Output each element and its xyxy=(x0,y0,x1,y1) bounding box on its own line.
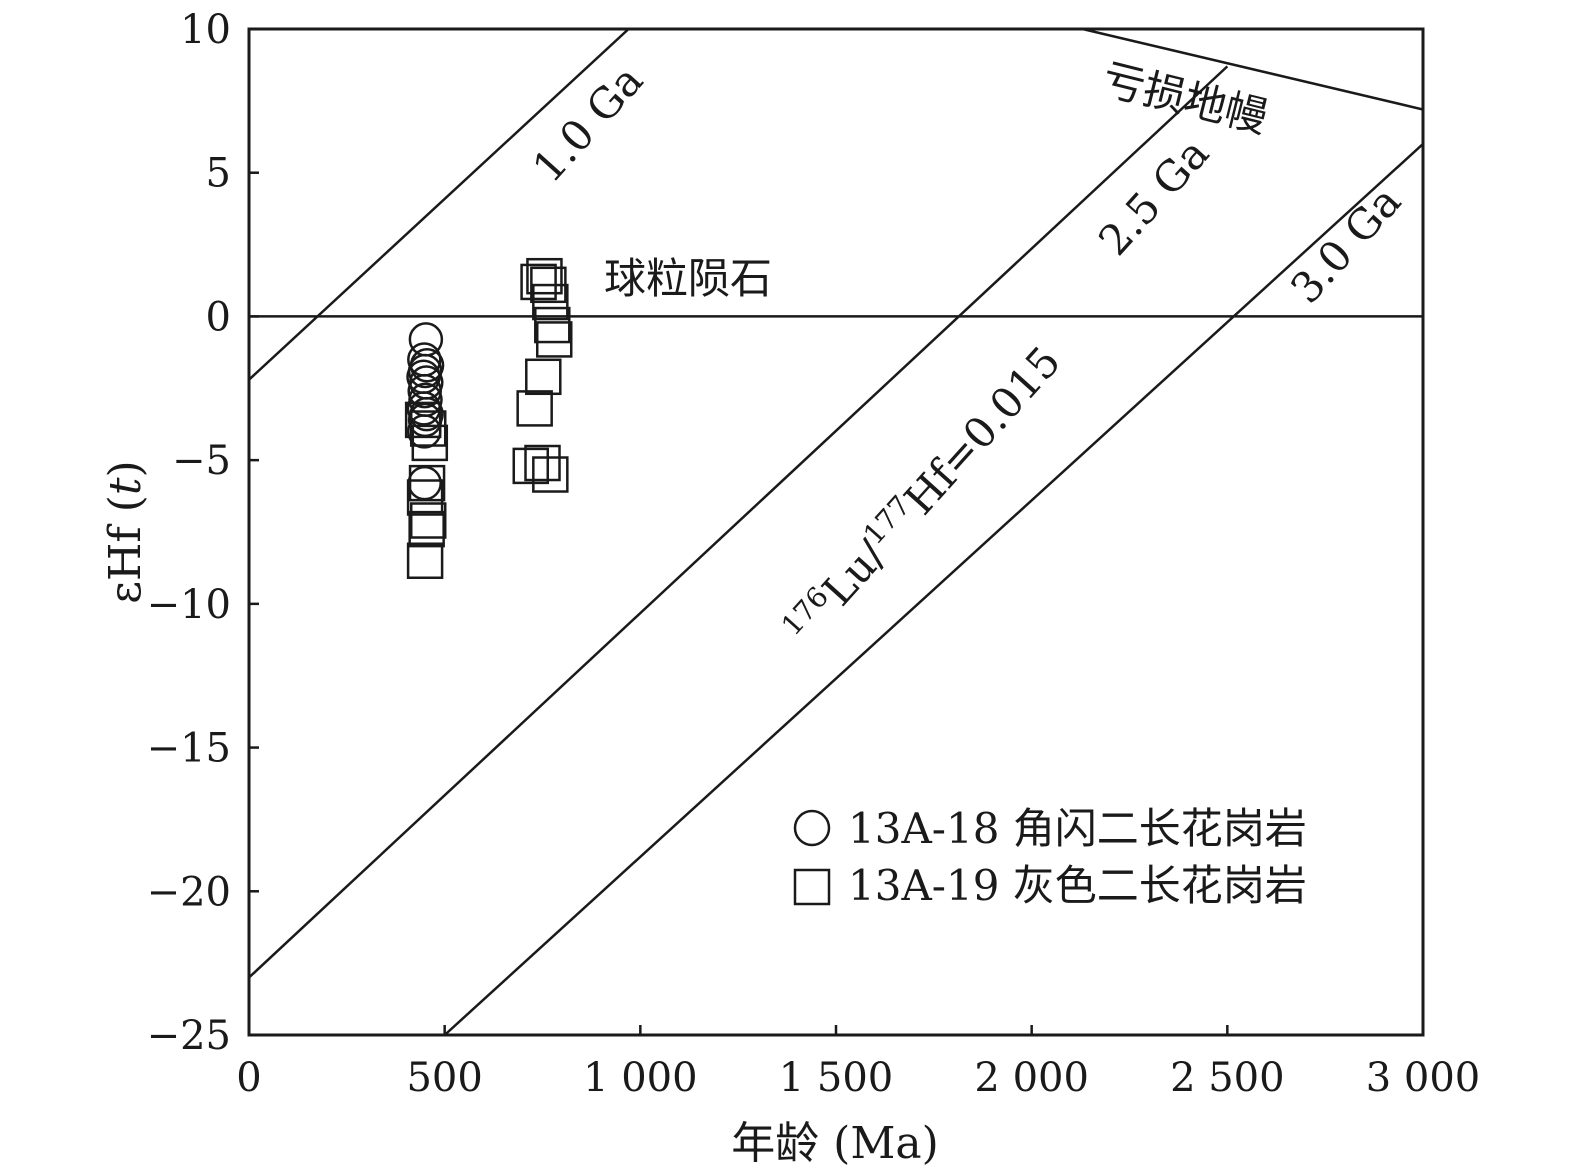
point-13a-19 xyxy=(409,410,447,447)
point-13a-19 xyxy=(524,444,561,482)
x-tick-label: 2 000 xyxy=(974,1055,1089,1101)
y-tick-label: −20 xyxy=(147,869,231,915)
reference-line-3 xyxy=(1082,29,1423,111)
point-13a-19 xyxy=(406,479,444,516)
label-3-0-ga: 3.0 Ga xyxy=(1281,177,1410,313)
point-13a-19 xyxy=(408,464,446,502)
legend-square-marker xyxy=(793,868,831,906)
y-tick-label: 0 xyxy=(206,294,231,340)
reference-line-0 xyxy=(249,29,630,381)
point-13a-19 xyxy=(411,424,449,462)
reference-line-1 xyxy=(249,65,1229,979)
point-13a-19 xyxy=(406,542,444,579)
reference-lines xyxy=(249,29,1423,1035)
point-13a-18 xyxy=(407,465,442,501)
point-13a-19 xyxy=(526,257,563,295)
x-tick-label: 3 000 xyxy=(1366,1055,1481,1101)
label-2-5-ga: 2.5 Ga xyxy=(1089,129,1218,265)
x-tick-label: 0 xyxy=(236,1055,261,1101)
point-13a-19 xyxy=(534,306,571,344)
x-axis-title: 年龄 (Ma) xyxy=(731,1118,939,1169)
y-tick-label: 5 xyxy=(206,151,231,197)
point-13a-18 xyxy=(407,373,442,409)
point-13a-19 xyxy=(408,510,445,548)
legend-label-13a-18: 13A-18 角闪二长花岗岩 xyxy=(848,804,1307,853)
y-tick-label: 10 xyxy=(180,7,231,53)
point-13a-19 xyxy=(516,390,553,427)
legend: 13A-18 角闪二长花岗岩 13A-19 灰色二长花岗岩 xyxy=(793,804,1307,910)
point-13a-19 xyxy=(532,456,569,493)
x-tick-label: 1 500 xyxy=(779,1055,894,1101)
point-13a-19 xyxy=(512,447,550,485)
point-13a-19 xyxy=(525,358,562,396)
y-axis: 10 5 0 −5 −10 −15 −20 −25 xyxy=(147,7,259,1059)
reference-line-2 xyxy=(443,143,1423,1035)
point-13a-19 xyxy=(409,502,447,539)
x-axis: 0 500 1 000 1 500 2 000 2 500 3 000 xyxy=(236,1025,1480,1101)
y-tick-label: −10 xyxy=(147,582,231,628)
data-points xyxy=(404,257,573,579)
point-13a-19 xyxy=(535,321,573,358)
point-13a-19 xyxy=(520,263,557,301)
y-tick-label: −5 xyxy=(172,438,231,484)
label-lu-hf-ratio: 176Lu/177Hf=0.015 xyxy=(775,335,1070,655)
y-tick-label: −25 xyxy=(147,1013,231,1059)
y-axis-title: εHf (t) xyxy=(100,460,151,603)
x-tick-label: 1 000 xyxy=(583,1055,698,1101)
point-13a-19 xyxy=(532,283,569,321)
y-tick-label: −15 xyxy=(147,726,231,772)
point-13a-19 xyxy=(404,401,442,439)
label-1-0-ga: 1.0 Ga xyxy=(523,56,652,192)
legend-label-13a-19: 13A-19 灰色二长花岗岩 xyxy=(848,861,1307,910)
legend-circle-marker xyxy=(793,809,831,847)
x-tick-label: 500 xyxy=(406,1055,482,1101)
label-chondrite: 球粒陨石 xyxy=(604,254,772,303)
x-tick-label: 2 500 xyxy=(1170,1055,1285,1101)
